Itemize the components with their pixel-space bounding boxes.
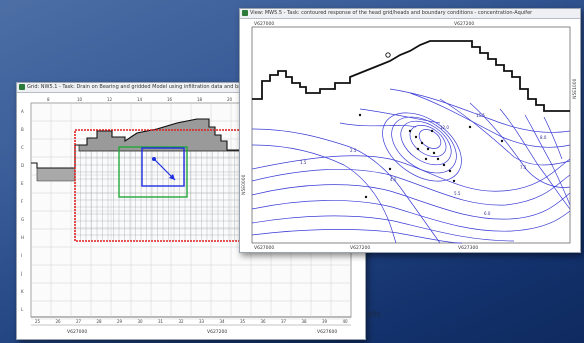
contour-map-window[interactable]: View: MW5.5 - Task: contoured response o… — [239, 8, 581, 253]
green-selection-box[interactable] — [118, 146, 188, 198]
contour-label: 12.0 — [440, 125, 449, 130]
bottom-tick-label: 31 — [158, 319, 164, 324]
left-ruler-label: H — [21, 235, 24, 240]
top-ruler-label: 8 — [47, 97, 50, 102]
contour-label: 4.0 — [390, 177, 397, 182]
left-ruler-label: G — [21, 217, 24, 222]
contour-label: 2.5 — [350, 148, 357, 153]
top-coord-1: V627000 — [254, 21, 274, 27]
grid-editor-titlebar[interactable]: Grid: NW5.1 - Task: Drain on Bearing and… — [17, 83, 365, 93]
bottom-coord-label: V627200 — [207, 329, 227, 335]
bottom-tick-label: 29 — [117, 319, 123, 324]
bottom-tick-label: 28 — [97, 319, 103, 324]
top-ruler-label: 18 — [197, 97, 203, 102]
observation-wells[interactable] — [358, 113, 504, 199]
left-ruler-label: F — [21, 199, 24, 204]
left-ruler-label: I — [21, 253, 22, 258]
app-icon — [242, 10, 248, 16]
bottom-tick-label: 35 — [240, 319, 246, 324]
top-ruler-label: 12 — [107, 97, 113, 102]
left-ruler-label: A — [21, 109, 24, 114]
left-ruler-label: B — [21, 127, 24, 132]
bottom-tick-label: 33 — [199, 319, 205, 324]
bottom-tick-label: 27 — [76, 319, 82, 324]
model-boundary — [252, 40, 570, 112]
bottom-tick-label: 37 — [281, 319, 287, 324]
top-ruler-label: 10 — [77, 97, 83, 102]
bottom-coord-1: V627000 — [254, 245, 274, 251]
contour-lines — [251, 88, 571, 244]
bottom-tick-label: 39 — [322, 319, 328, 324]
left-ruler-label: J — [20, 271, 22, 276]
bottom-coord-label: V627000 — [67, 329, 87, 335]
bottom-tick-label: 32 — [179, 319, 185, 324]
contour-label: 15.5 — [476, 113, 485, 118]
contour-label: 6.0 — [484, 211, 491, 216]
bottom-tick-label: 25 — [35, 319, 41, 324]
well-marker[interactable] — [385, 52, 391, 58]
blue-selection-box[interactable] — [141, 147, 185, 187]
left-ruler-label: E — [21, 181, 24, 186]
bottom-coord-3: V627300 — [458, 245, 478, 251]
contour-label: 7.5 — [520, 165, 527, 170]
bottom-tick-label: 30 — [138, 319, 144, 324]
right-coord: N5E1000 — [572, 78, 578, 99]
top-ruler-label: 20 — [227, 97, 233, 102]
contour-label: 1.5 — [300, 160, 307, 165]
inactive-zone-left — [36, 167, 76, 182]
left-coord: N5E0000 — [241, 174, 247, 195]
bottom-tick-label: 34 — [220, 319, 226, 324]
drag-handle[interactable] — [152, 157, 156, 161]
contour-map-titlebar[interactable]: View: MW5.5 - Task: contoured response o… — [240, 9, 580, 19]
bottom-tick-label: 40 — [343, 319, 349, 324]
app-icon — [19, 84, 25, 90]
bottom-coord-label: V627600 — [317, 329, 337, 335]
contour-map-canvas[interactable]: V627000 V627200 N5E0000 N5E1000 V627000 … — [240, 19, 580, 252]
bottom-tick-label: 38 — [302, 319, 308, 324]
left-ruler-label: C — [21, 145, 24, 150]
contour-map-title: View: MW5.5 - Task: contoured response o… — [250, 10, 533, 16]
contour-label: 8.0 — [540, 135, 547, 140]
top-ruler-label: 16 — [167, 97, 173, 102]
bottom-tick-label: 26 — [56, 319, 62, 324]
top-ruler-label: 14 — [137, 97, 143, 102]
top-coord-2: V627200 — [454, 21, 474, 27]
bottom-coord-2: V627200 — [350, 245, 370, 251]
left-ruler-label: L — [21, 307, 24, 312]
bottom-tick-label: 36 — [261, 319, 267, 324]
left-ruler-label: D — [21, 163, 24, 168]
left-ruler-label: K — [21, 289, 24, 294]
blue-drag-arrowhead — [169, 174, 175, 180]
caption-text: ells — [367, 309, 381, 319]
grid-editor-title: Grid: NW5.1 - Task: Drain on Bearing and… — [27, 84, 252, 90]
boundary-staircase — [31, 118, 351, 169]
contour-label: 5.5 — [454, 191, 461, 196]
